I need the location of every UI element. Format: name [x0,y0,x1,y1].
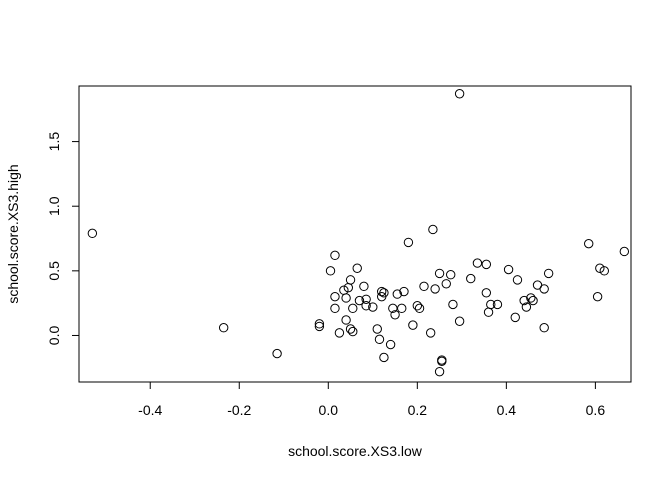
data-point [359,281,369,292]
x-tick-label: 0.4 [497,402,517,418]
data-point [397,303,407,314]
data-point [392,289,402,299]
data-point [434,366,445,377]
data-points [87,89,630,377]
data-point [348,303,358,314]
data-point [87,228,98,239]
data-point [341,293,351,303]
data-point [314,321,325,332]
x-axis: -0.4 -0.2 0.0 0.2 0.4 0.6 [138,381,606,418]
y-axis: 0.0 0.5 1.0 1.5 [46,132,80,346]
y-tick-label: 1.5 [46,132,62,152]
data-point [403,237,414,248]
data-point [374,334,385,345]
x-axis-title: school.score.XS3.low [288,443,423,459]
data-point [354,295,365,306]
data-point [408,320,418,330]
data-point [466,273,476,284]
data-point [330,250,340,261]
x-tick-label: 0.2 [408,402,428,418]
data-point [390,310,400,320]
data-point [399,286,409,297]
data-point [414,303,425,314]
data-point [619,246,630,257]
data-point [434,268,445,279]
data-point [454,316,465,326]
x-tick-label: -0.2 [227,402,251,418]
x-tick-label: -0.4 [138,402,162,418]
data-point [481,288,492,298]
data-point [584,238,594,249]
data-point [385,339,396,350]
data-point [368,302,378,312]
data-point [425,328,436,338]
data-point [543,268,554,279]
data-point [379,352,389,363]
data-point [510,312,520,323]
data-point [539,323,549,333]
data-point [412,301,423,311]
data-point [526,293,536,303]
data-point [492,299,503,310]
data-point [218,323,229,333]
data-point [372,324,382,334]
data-point [437,356,447,367]
data-point [341,315,351,325]
data-point [419,281,429,292]
data-point [379,288,389,298]
data-point [388,303,398,314]
y-axis-title: school.score.XS3.high [5,164,21,303]
data-point [472,258,483,268]
data-point [539,284,549,294]
data-point [348,326,358,337]
data-point [334,328,345,338]
data-point [272,348,282,359]
data-point [503,264,514,275]
data-point [521,302,532,312]
data-point [330,303,340,314]
data-point [486,299,496,310]
data-point [446,270,456,280]
data-point [592,291,603,302]
data-point [481,259,492,270]
data-point [330,291,340,302]
data-point [599,266,609,276]
data-point [454,89,465,99]
data-point [519,295,529,306]
data-point [345,275,356,285]
y-tick-label: 0.0 [46,326,62,346]
y-tick-label: 1.0 [46,196,62,216]
data-point [430,284,440,294]
data-point [595,263,605,273]
data-point [428,224,438,235]
data-point [377,286,387,297]
data-point [448,299,458,310]
data-point [361,294,371,304]
data-point [352,263,362,273]
data-point [314,319,325,329]
data-point [528,295,538,306]
data-point [325,266,336,276]
data-point [361,301,371,311]
data-point [441,279,451,289]
x-tick-label: 0.6 [586,402,606,418]
data-point [512,275,523,285]
x-tick-label: 0.0 [319,402,339,418]
y-tick-label: 0.5 [46,261,62,281]
data-point [345,324,356,334]
